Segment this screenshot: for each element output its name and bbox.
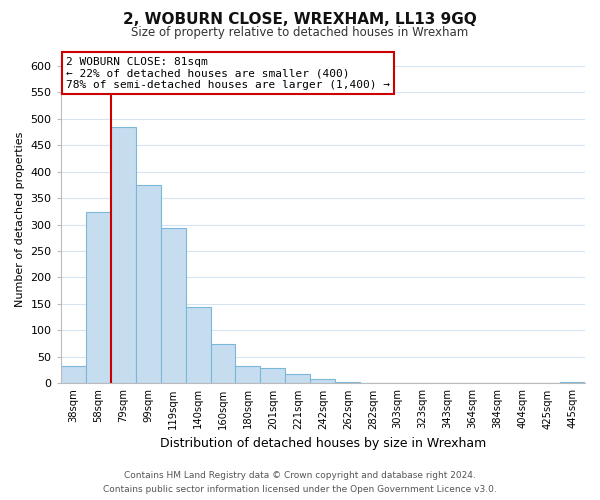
Bar xyxy=(310,379,335,384)
Bar xyxy=(185,306,211,384)
Bar xyxy=(361,383,385,384)
Y-axis label: Number of detached properties: Number of detached properties xyxy=(15,132,25,307)
Bar xyxy=(235,366,260,384)
X-axis label: Distribution of detached houses by size in Wrexham: Distribution of detached houses by size … xyxy=(160,437,486,450)
Bar xyxy=(110,126,136,384)
Bar xyxy=(86,212,110,384)
Text: Contains HM Land Registry data © Crown copyright and database right 2024.
Contai: Contains HM Land Registry data © Crown c… xyxy=(103,472,497,494)
Text: 2, WOBURN CLOSE, WREXHAM, LL13 9GQ: 2, WOBURN CLOSE, WREXHAM, LL13 9GQ xyxy=(123,12,477,28)
Text: 2 WOBURN CLOSE: 81sqm
← 22% of detached houses are smaller (400)
78% of semi-det: 2 WOBURN CLOSE: 81sqm ← 22% of detached … xyxy=(66,56,390,90)
Bar xyxy=(161,228,185,384)
Bar xyxy=(335,382,361,384)
Bar xyxy=(560,382,585,384)
Bar xyxy=(61,366,86,384)
Bar xyxy=(286,374,310,384)
Bar xyxy=(260,368,286,384)
Bar xyxy=(211,344,235,384)
Bar xyxy=(136,185,161,384)
Text: Size of property relative to detached houses in Wrexham: Size of property relative to detached ho… xyxy=(131,26,469,39)
